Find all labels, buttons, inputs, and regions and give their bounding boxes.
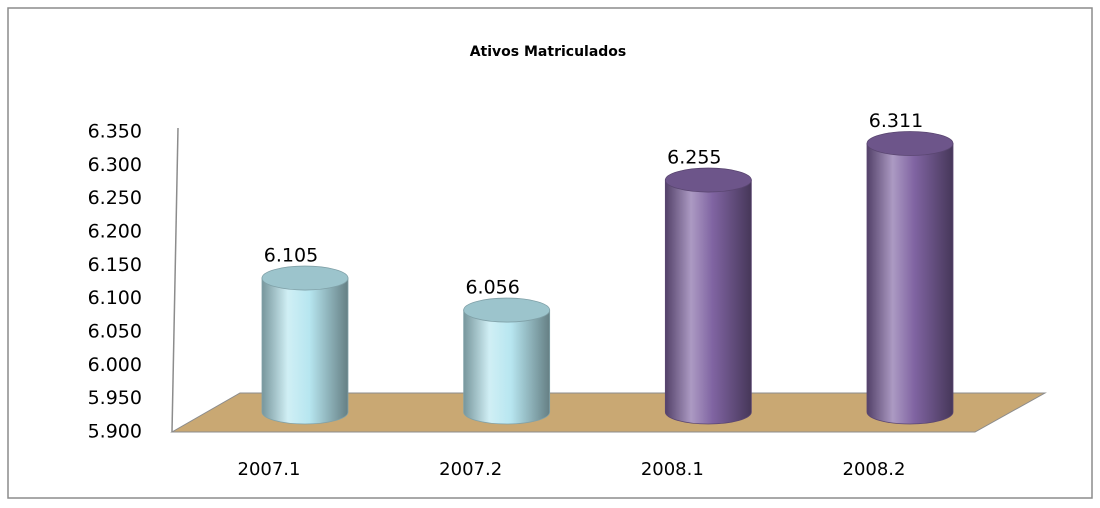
value-label: 6.056	[465, 277, 519, 299]
x-tick-label: 2008.1	[641, 459, 704, 480]
y-tick-label: 6.250	[88, 187, 142, 209]
y-tick-label: 6.300	[88, 154, 142, 176]
y-tick-label: 6.000	[88, 354, 142, 376]
bar	[866, 131, 954, 425]
value-label: 6.105	[264, 245, 318, 267]
y-tick-label: 6.100	[88, 287, 142, 309]
y-tick-label: 6.050	[88, 321, 142, 343]
bar-body	[463, 309, 551, 425]
x-tick-label: 2008.2	[843, 459, 906, 480]
value-label: 6.311	[869, 110, 923, 132]
bar-top	[866, 131, 954, 156]
x-tick-label: 2007.2	[439, 459, 502, 480]
y-tick-label: 6.200	[88, 221, 142, 243]
y-tick-label: 5.950	[88, 387, 142, 409]
floor	[170, 392, 1047, 433]
value-label: 6.255	[667, 147, 721, 169]
y-tick-label: 5.900	[88, 421, 142, 443]
bar-top	[261, 265, 349, 291]
chart-title: Ativos Matriculados	[470, 44, 627, 60]
bar-top	[664, 167, 752, 193]
bar-body	[664, 179, 752, 425]
bar-body	[261, 277, 349, 425]
bar	[261, 265, 349, 425]
x-tick-label: 2007.1	[238, 459, 301, 480]
bar-body	[866, 143, 954, 425]
bar	[664, 167, 752, 425]
y-tick-label: 6.350	[88, 121, 142, 143]
y-tick-label: 6.150	[88, 254, 142, 276]
bar	[463, 297, 551, 425]
y-axis	[171, 127, 179, 433]
bar-top	[463, 297, 551, 323]
